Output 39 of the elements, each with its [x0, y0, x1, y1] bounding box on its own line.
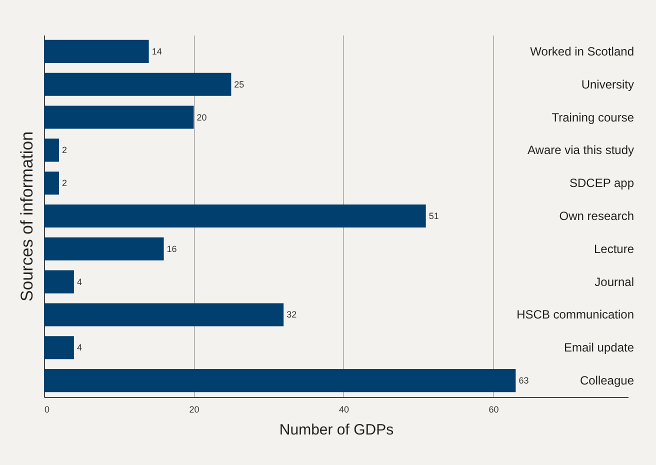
bar	[44, 270, 74, 294]
bar	[44, 204, 426, 228]
data-label: 20	[196, 112, 207, 122]
bar	[44, 138, 59, 162]
bar	[44, 172, 59, 195]
data-label: 4	[76, 342, 82, 353]
data-label: 2	[62, 178, 67, 188]
y-tick-label: Email update	[564, 340, 634, 355]
y-tick-label: Own research	[559, 209, 634, 223]
y-tick-label: HSCB communication	[516, 308, 634, 322]
x-axis-title: Number of GDPs	[279, 422, 394, 438]
y-tick-label: Lecture	[594, 242, 634, 256]
data-label: 25	[234, 79, 244, 90]
bar	[44, 237, 164, 260]
y-tick-label: University	[581, 77, 634, 92]
data-label: 63	[518, 376, 529, 386]
bar	[44, 369, 516, 392]
x-tick-label: 40	[338, 404, 349, 414]
bar	[44, 336, 74, 360]
bar	[44, 106, 194, 129]
y-tick-label: Journal	[594, 274, 634, 289]
y-tick-label: SDCEP app	[570, 176, 634, 190]
x-tick-label: 20	[189, 404, 200, 414]
x-tick-label: 60	[488, 404, 499, 414]
y-tick-label: Aware via this study	[528, 143, 634, 158]
y-tick-label: Colleague	[580, 374, 634, 388]
y-tick-label: Training course	[552, 110, 634, 124]
data-label: 14	[152, 46, 162, 56]
y-axis-title: Sources of information	[18, 131, 36, 302]
data-label: 2	[62, 145, 67, 156]
data-label: 32	[286, 310, 297, 320]
bar	[44, 72, 232, 96]
data-label: 4	[76, 276, 82, 287]
bar	[44, 303, 284, 326]
data-label: 51	[428, 211, 439, 221]
data-label: 16	[166, 244, 177, 254]
y-tick-label: Worked in Scotland	[530, 44, 634, 58]
x-tick-label: 0	[44, 404, 50, 414]
bar	[44, 40, 149, 63]
